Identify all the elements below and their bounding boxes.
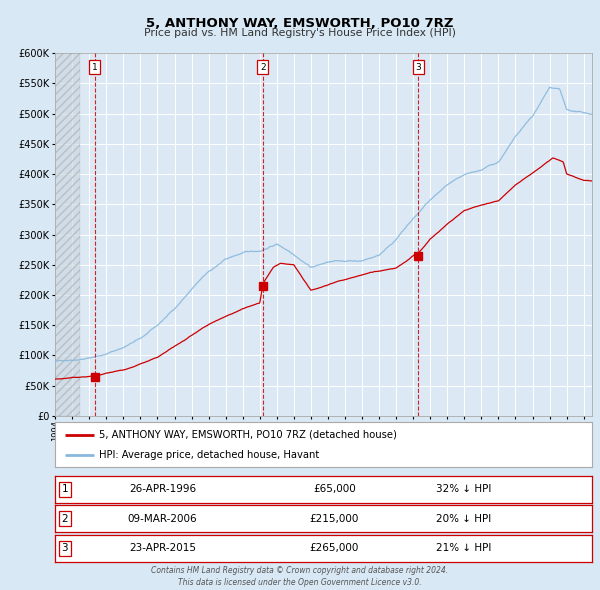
Text: 5, ANTHONY WAY, EMSWORTH, PO10 7RZ (detached house): 5, ANTHONY WAY, EMSWORTH, PO10 7RZ (deta…: [99, 430, 397, 440]
Text: Price paid vs. HM Land Registry's House Price Index (HPI): Price paid vs. HM Land Registry's House …: [144, 28, 456, 38]
Text: £65,000: £65,000: [313, 484, 356, 494]
Text: Contains HM Land Registry data © Crown copyright and database right 2024.
This d: Contains HM Land Registry data © Crown c…: [151, 566, 449, 587]
Text: £265,000: £265,000: [310, 543, 359, 553]
Text: 09-MAR-2006: 09-MAR-2006: [128, 514, 197, 523]
Text: 5, ANTHONY WAY, EMSWORTH, PO10 7RZ: 5, ANTHONY WAY, EMSWORTH, PO10 7RZ: [146, 17, 454, 30]
Text: HPI: Average price, detached house, Havant: HPI: Average price, detached house, Hava…: [99, 450, 319, 460]
Text: 1: 1: [92, 63, 98, 71]
Text: 26-APR-1996: 26-APR-1996: [129, 484, 196, 494]
Text: 3: 3: [416, 63, 421, 71]
Text: 2: 2: [260, 63, 266, 71]
Text: £215,000: £215,000: [310, 514, 359, 523]
Text: 1: 1: [62, 484, 68, 494]
Text: 21% ↓ HPI: 21% ↓ HPI: [436, 543, 491, 553]
Text: 23-APR-2015: 23-APR-2015: [129, 543, 196, 553]
Text: 32% ↓ HPI: 32% ↓ HPI: [436, 484, 491, 494]
Text: 20% ↓ HPI: 20% ↓ HPI: [436, 514, 491, 523]
Text: 3: 3: [62, 543, 68, 553]
Text: 2: 2: [62, 514, 68, 523]
